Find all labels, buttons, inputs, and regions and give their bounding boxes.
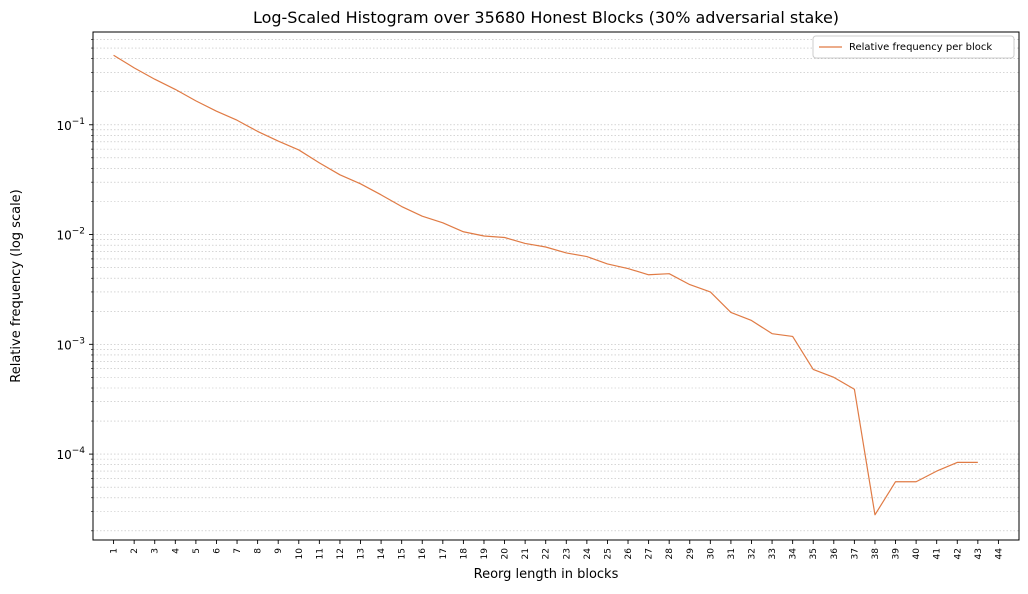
x-tick-label: 12	[336, 548, 346, 559]
x-tick-label: 36	[830, 548, 840, 560]
legend-box	[812, 35, 1015, 59]
x-tick-label: 30	[706, 548, 716, 560]
x-tick-label: 22	[542, 548, 552, 559]
x-tick-label: 38	[871, 548, 881, 560]
grid-lines	[93, 39, 1019, 532]
x-tick-label: 33	[768, 548, 778, 559]
x-tick-label: 44	[994, 548, 1004, 560]
x-tick-label: 24	[583, 548, 593, 560]
x-tick-label: 3	[151, 548, 161, 554]
legend-label: Relative frequency per block	[849, 42, 992, 53]
x-tick-label: 26	[624, 548, 634, 560]
x-tick-label: 43	[974, 548, 984, 559]
series-group	[113, 54, 978, 516]
x-tick-label: 16	[418, 548, 428, 560]
x-tick-label: 23	[562, 548, 572, 559]
x-tick-label: 40	[912, 548, 922, 560]
x-tick-label: 28	[665, 548, 675, 560]
x-axis-label: Reorg length in blocks	[474, 567, 619, 582]
y-tick-label: 10−4	[56, 446, 85, 462]
x-tick-label: 20	[501, 548, 511, 560]
x-tick-label: 7	[233, 548, 243, 554]
x-tick-label: 8	[254, 548, 264, 554]
x-tick-label: 19	[480, 548, 490, 560]
x-tick-label: 37	[850, 548, 860, 559]
x-tick-label: 25	[603, 548, 613, 559]
plot-area	[92, 31, 1020, 541]
x-tick-label: 21	[521, 548, 531, 559]
x-tick-label: 27	[645, 548, 655, 559]
y-axis-label: Relative frequency (log scale)	[9, 189, 24, 382]
x-tick-label: 39	[892, 548, 902, 560]
y-tick-label: 10−2	[56, 227, 85, 243]
y-tick-label: 10−3	[56, 336, 85, 352]
x-tick-label: 17	[439, 548, 449, 559]
x-axis: 1 2 3 4 5 6 7 8 9 10 11 12 13 14 15 16 17 18 19 20 21 22 23 24 2…	[110, 540, 1004, 560]
x-tick-label: 41	[933, 548, 943, 559]
legend: Relative frequency per block	[812, 35, 1015, 59]
x-tick-label: 35	[809, 548, 819, 559]
x-tick-label: 29	[686, 548, 696, 560]
x-tick-label: 31	[727, 548, 737, 559]
x-tick-label: 18	[459, 548, 469, 560]
x-tick-label: 32	[747, 548, 757, 559]
x-tick-label: 42	[953, 548, 963, 559]
x-tick-label: 11	[315, 548, 325, 559]
y-axis: 10−1 10−2 10−3 10−4	[56, 39, 93, 532]
x-tick-label: 6	[212, 548, 222, 554]
x-tick-label: 13	[357, 548, 367, 559]
x-tick-label: 34	[789, 548, 799, 560]
x-tick-label: 1	[110, 548, 120, 554]
x-tick-label: 9	[274, 548, 284, 554]
series-line	[113, 54, 978, 516]
x-tick-label: 10	[295, 548, 305, 560]
x-tick-label: 14	[377, 548, 387, 560]
chart-title: Log-Scaled Histogram over 35680 Honest B…	[253, 8, 839, 27]
x-tick-label: 4	[171, 548, 181, 554]
x-tick-label: 5	[192, 548, 202, 554]
x-tick-label: 2	[130, 548, 140, 554]
y-tick-label: 10−1	[56, 117, 85, 133]
x-tick-label: 15	[398, 548, 408, 559]
